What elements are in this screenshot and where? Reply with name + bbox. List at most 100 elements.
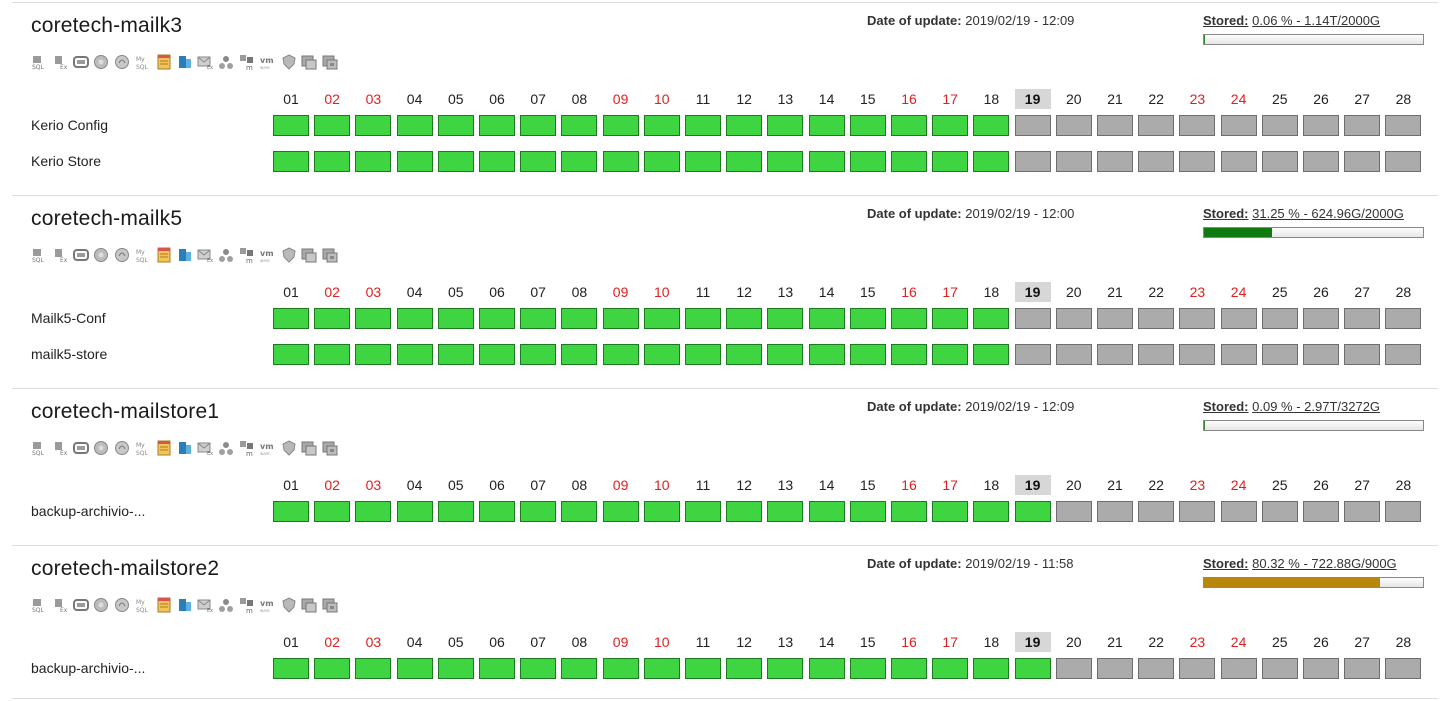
backup-cell-success[interactable] [767,658,804,679]
backup-cell-success[interactable] [685,344,721,365]
backup-cell-success[interactable] [643,151,680,172]
backup-cell-empty[interactable] [1385,308,1422,329]
backup-cell-success[interactable] [932,501,969,522]
server-name[interactable]: coretech-mailstore2 [31,557,220,580]
backup-cell-empty[interactable] [1097,151,1133,172]
backup-cell-empty[interactable] [1014,151,1051,172]
calendar-icon[interactable] [156,440,172,456]
backup-cell-empty[interactable] [1138,344,1175,365]
shield-icon[interactable] [281,597,297,613]
backup-cell-success[interactable] [314,308,351,329]
backup-cell-success[interactable] [891,501,927,522]
calendar-icon[interactable] [156,247,172,263]
vss-icon[interactable] [93,597,109,613]
backup-cell-success[interactable] [726,658,763,679]
backup-cell-success[interactable] [355,344,392,365]
backup-cell-success[interactable] [396,151,433,172]
backup-cell-success[interactable] [314,658,351,679]
windows-alt-icon[interactable] [322,597,338,613]
backup-cell-success[interactable] [726,501,763,522]
backup-cell-success[interactable] [273,658,309,679]
backup-cell-empty[interactable] [1385,115,1422,136]
job-label[interactable]: Kerio Config [31,117,109,133]
hyperv-icon[interactable]: m [239,54,255,70]
backup-cell-empty[interactable] [1055,308,1092,329]
backup-cell-success[interactable] [602,344,639,365]
backup-cell-empty[interactable] [1138,308,1175,329]
job-label[interactable]: backup-archivio-... [31,660,146,676]
backup-cell-empty[interactable] [1385,344,1422,365]
backup-cell-empty[interactable] [1261,658,1298,679]
stored-info[interactable]: Stored: 0.09 % - 2.97T/3272G [1203,399,1380,414]
backup-cell-success[interactable] [973,308,1010,329]
backup-cell-success[interactable] [643,501,680,522]
backup-cell-success[interactable] [520,151,557,172]
mysql-alt-icon[interactable] [114,54,130,70]
backup-cell-success[interactable] [520,658,557,679]
hyperv-icon[interactable]: m [239,440,255,456]
backup-cell-success[interactable] [437,658,474,679]
backup-cell-success[interactable] [273,344,309,365]
stored-info[interactable]: Stored: 80.32 % - 722.88G/900G [1203,556,1397,571]
backup-cell-success[interactable] [932,115,969,136]
job-label[interactable]: Kerio Store [31,153,102,169]
backup-cell-empty[interactable] [1220,308,1257,329]
windows-alt-icon[interactable] [322,54,338,70]
backup-cell-success[interactable] [643,658,680,679]
backup-cell-success[interactable] [932,151,969,172]
backup-cell-empty[interactable] [1261,344,1298,365]
windows-icon[interactable] [301,440,317,456]
backup-cell-empty[interactable] [1344,344,1381,365]
backup-cell-empty[interactable] [1097,308,1133,329]
hyperv-icon[interactable]: m [239,247,255,263]
disk-icon[interactable] [72,54,89,70]
backup-cell-success[interactable] [973,151,1010,172]
vmware-icon[interactable]: vm ware [260,247,276,263]
backup-cell-empty[interactable] [1014,308,1051,329]
backup-cell-empty[interactable] [1055,115,1092,136]
backup-cell-empty[interactable] [1385,658,1422,679]
backup-cell-success[interactable] [314,344,351,365]
mail-icon[interactable]: Ex [197,440,213,456]
mysql-icon[interactable]: My SQL [135,247,151,263]
backup-cell-success[interactable] [932,344,969,365]
backup-cell-empty[interactable] [1055,344,1092,365]
backup-cell-success[interactable] [561,151,598,172]
backup-cell-success[interactable] [561,308,598,329]
stored-info[interactable]: Stored: 0.06 % - 1.14T/2000G [1203,13,1380,28]
windows-icon[interactable] [301,247,317,263]
backup-cell-success[interactable] [849,658,886,679]
backup-cell-success[interactable] [479,151,515,172]
backup-cell-success[interactable] [973,501,1010,522]
backup-cell-success[interactable] [561,115,598,136]
job-label[interactable]: backup-archivio-... [31,503,146,519]
backup-cell-success[interactable] [396,308,433,329]
backup-cell-success[interactable] [685,658,721,679]
calendar-icon[interactable] [156,597,172,613]
backup-cell-success[interactable] [767,115,804,136]
backup-cell-empty[interactable] [1179,658,1216,679]
backup-cell-success[interactable] [1014,658,1051,679]
mail-icon[interactable]: Ex [197,54,213,70]
backup-cell-success[interactable] [726,308,763,329]
backup-cell-empty[interactable] [1220,658,1257,679]
backup-cell-success[interactable] [643,115,680,136]
backup-cell-success[interactable] [891,115,927,136]
backup-cell-empty[interactable] [1138,501,1175,522]
backup-cell-success[interactable] [685,501,721,522]
backup-cell-success[interactable] [808,344,845,365]
backup-cell-success[interactable] [726,151,763,172]
backup-cell-empty[interactable] [1303,308,1339,329]
mail-icon[interactable]: Ex [197,247,213,263]
backup-cell-success[interactable] [808,151,845,172]
backup-cell-empty[interactable] [1179,501,1216,522]
backup-cell-success[interactable] [602,658,639,679]
mysql-icon[interactable]: My SQL [135,597,151,613]
backup-cell-success[interactable] [973,658,1010,679]
server-name[interactable]: coretech-mailk5 [31,207,183,230]
network-icon[interactable] [218,440,234,456]
backup-cell-empty[interactable] [1385,151,1422,172]
vmware-icon[interactable]: vm ware [260,54,276,70]
backup-cell-empty[interactable] [1138,151,1175,172]
backup-cell-success[interactable] [437,344,474,365]
